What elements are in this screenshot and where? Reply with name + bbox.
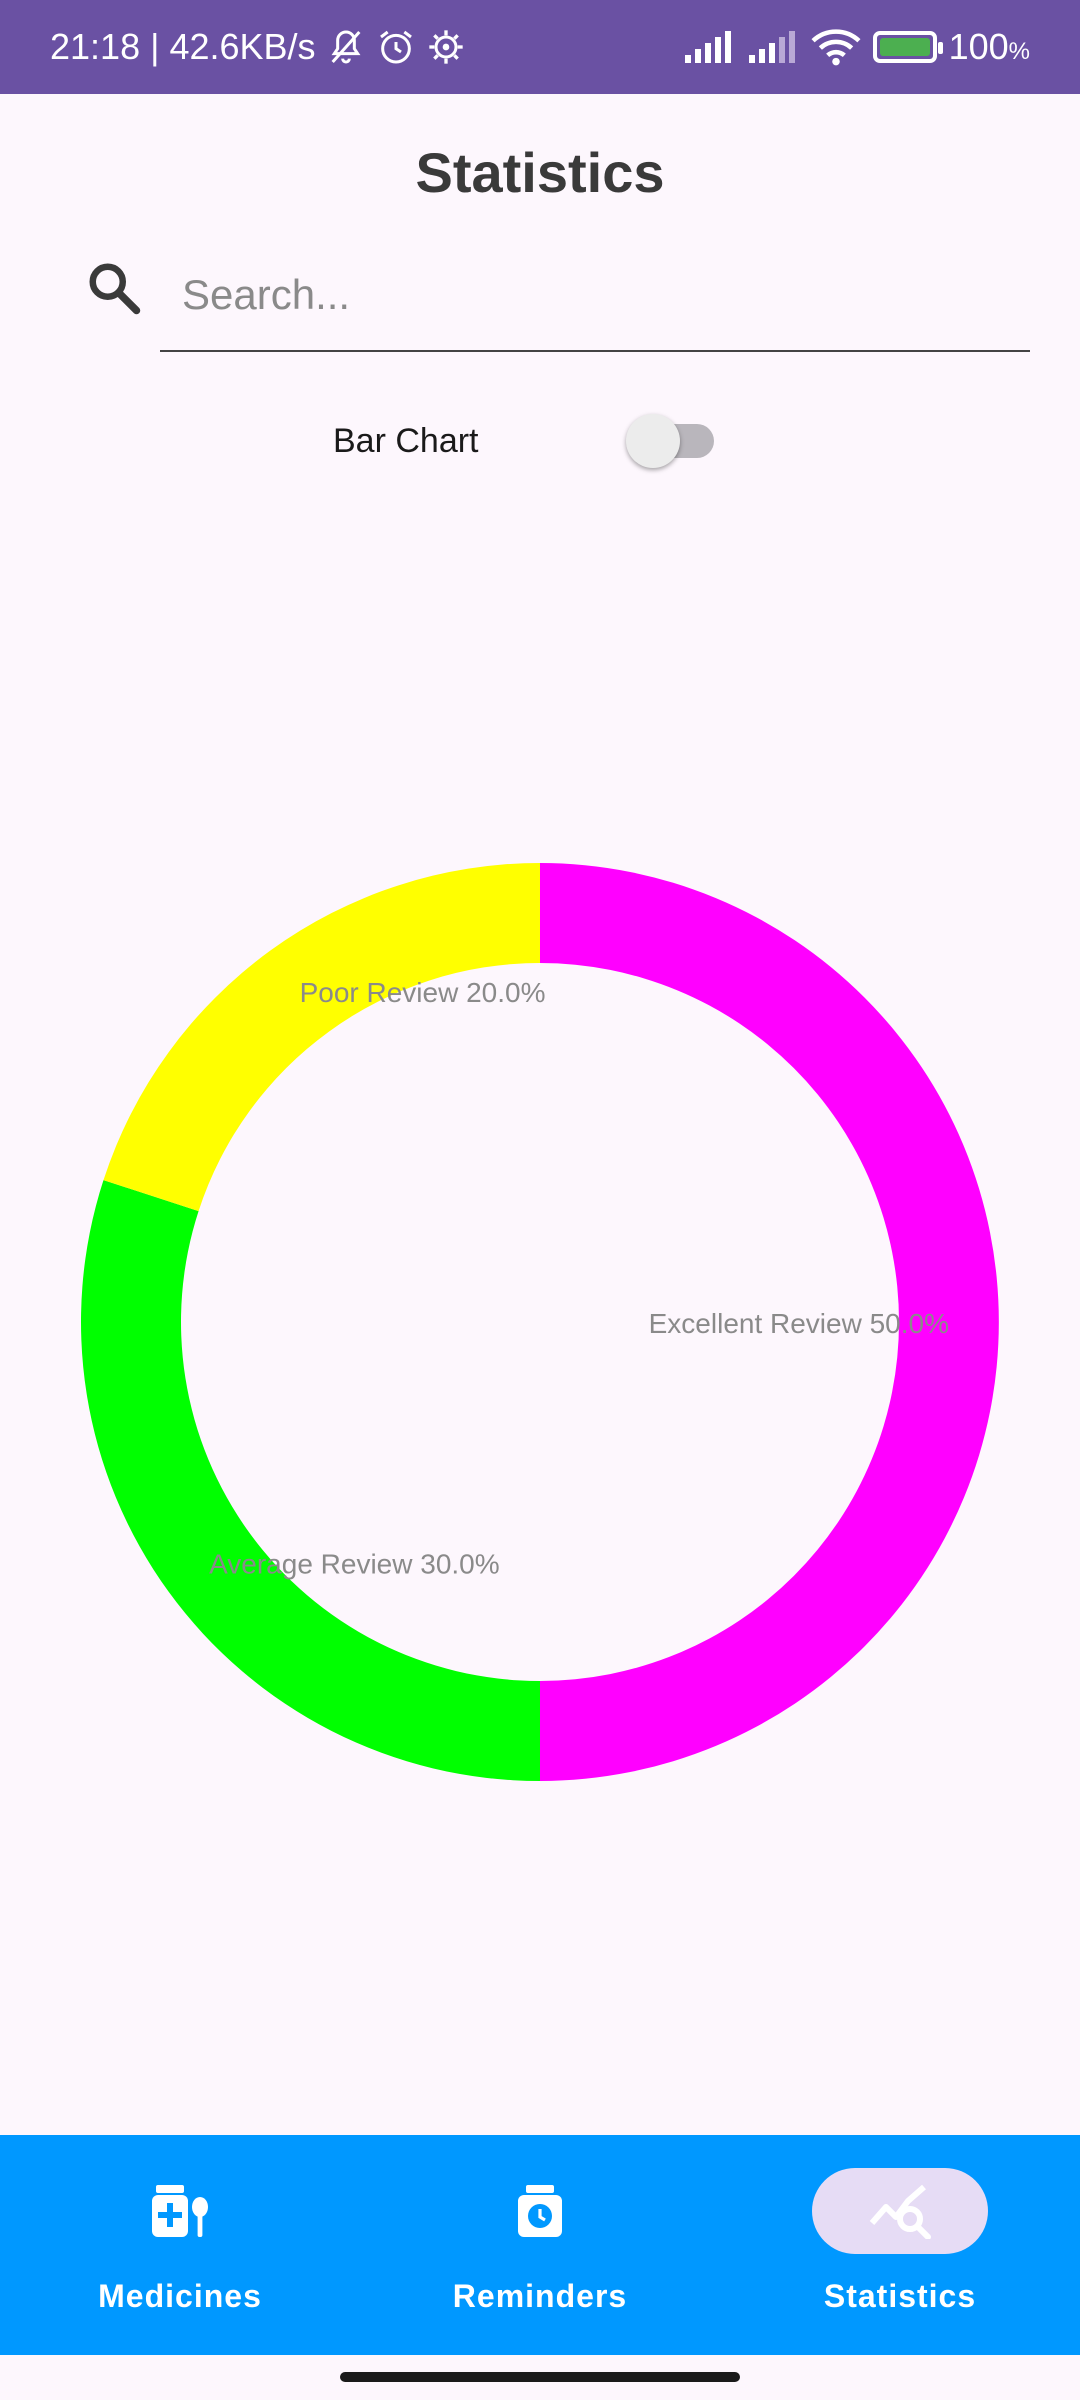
nav-label-medicines: Medicines — [98, 2278, 262, 2314]
alarm-icon — [379, 30, 412, 64]
nav-icon-wrap-statistics — [812, 2168, 988, 2254]
medicine-timer-icon — [518, 2185, 562, 2237]
status-right: 100% — [683, 26, 1030, 68]
status-time: 21:18 | 42.6KB/s — [50, 26, 316, 67]
bottom-navigation: Medicines Reminders Statistics — [0, 2135, 1080, 2355]
pie-slice-poor-review[interactable] — [103, 863, 540, 1212]
bar-chart-switch-thumb[interactable] — [626, 414, 680, 468]
page-title: Statistics — [415, 141, 665, 204]
pie-slice-excellent-review[interactable] — [540, 863, 999, 1781]
battery-unit: % — [1008, 38, 1030, 65]
nav-item-statistics[interactable]: Statistics — [720, 2135, 1080, 2355]
search-icon[interactable] — [84, 258, 144, 318]
status-left: 21:18 | 42.6KB/s — [50, 26, 466, 68]
status-bar: 21:18 | 42.6KB/s — [0, 0, 1080, 94]
nav-label-reminders: Reminders — [452, 2278, 628, 2314]
pie-label-poor-review: Poor Review 20.0% — [300, 977, 546, 1008]
nav-item-reminders[interactable]: Reminders — [360, 2135, 720, 2355]
bar-chart-toggle-label: Bar Chart — [333, 422, 479, 460]
gear-icon — [428, 30, 463, 64]
signal-icon — [684, 31, 731, 63]
statistics-search-icon — [869, 2184, 931, 2239]
pie-label-average-review: Average Review 30.0% — [209, 1548, 500, 1579]
battery-charging-icon — [872, 31, 943, 63]
nav-label-statistics: Statistics — [823, 2278, 977, 2314]
nav-item-medicines[interactable]: Medicines — [0, 2135, 360, 2355]
medicine-icon — [152, 2185, 208, 2237]
nav-icon-wrap-reminders — [452, 2168, 628, 2254]
pie-label-excellent-review: Excellent Review 50.0% — [649, 1308, 949, 1339]
nav-icon-wrap-medicines — [92, 2168, 268, 2254]
battery-level: 100% — [949, 26, 1030, 68]
wifi-icon — [811, 29, 861, 66]
bell-off-icon — [331, 30, 361, 64]
pie-slice-average-review[interactable] — [80, 1180, 540, 1781]
signal-icon — [748, 31, 795, 63]
battery-percent: 100 — [948, 26, 1009, 67]
search-input[interactable] — [160, 240, 1030, 352]
home-indicator[interactable] — [340, 2372, 740, 2382]
